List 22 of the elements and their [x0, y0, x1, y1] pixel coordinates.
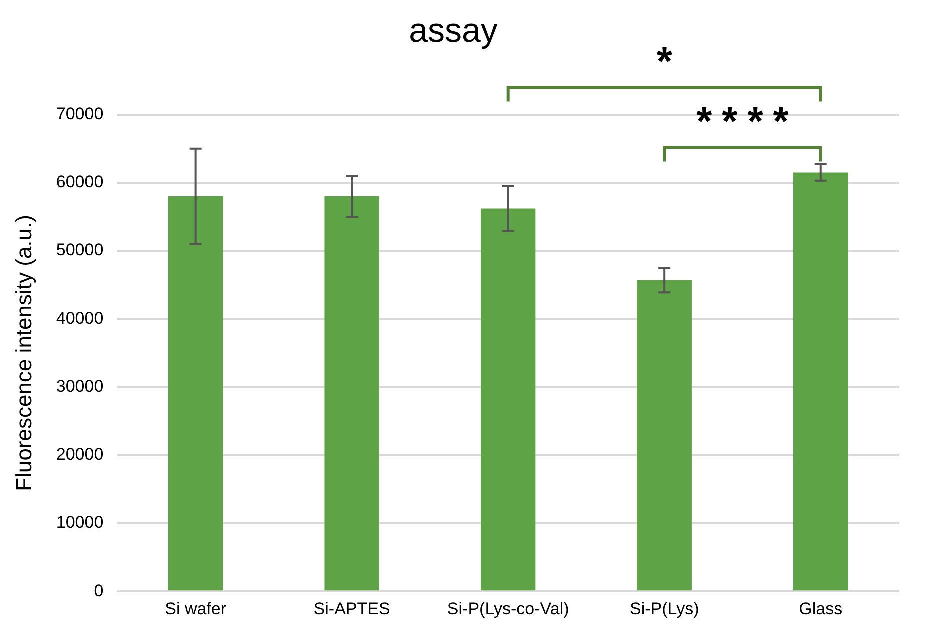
x-tick-label: Glass	[799, 599, 843, 618]
y-tick-label: 20000	[56, 445, 104, 464]
y-tick-label: 30000	[56, 376, 104, 396]
y-tick-label: 10000	[56, 513, 104, 532]
x-tick-label: Si-P(Lys-co-Val)	[447, 599, 570, 618]
y-tick-label: 60000	[56, 172, 104, 192]
x-tick-label: Si-APTES	[314, 599, 390, 618]
text: *	[656, 40, 682, 84]
x-tick-label: Si wafer	[165, 599, 227, 618]
chart-title: assay	[409, 12, 498, 50]
y-tick-label: 50000	[56, 240, 104, 260]
y-tick-label: 40000	[56, 308, 104, 328]
bar	[480, 208, 536, 591]
y-tick-label: 0	[94, 581, 104, 600]
bar	[794, 172, 848, 591]
bar	[168, 196, 224, 591]
y-tick-label: 70000	[56, 104, 104, 124]
y-axis-title: Fluorescence intensity (a.u.)	[11, 215, 36, 492]
bar	[324, 196, 380, 591]
bar	[637, 280, 692, 591]
x-tick-label: Si-P(Lys)	[630, 599, 700, 618]
annotation: ****	[696, 100, 799, 144]
